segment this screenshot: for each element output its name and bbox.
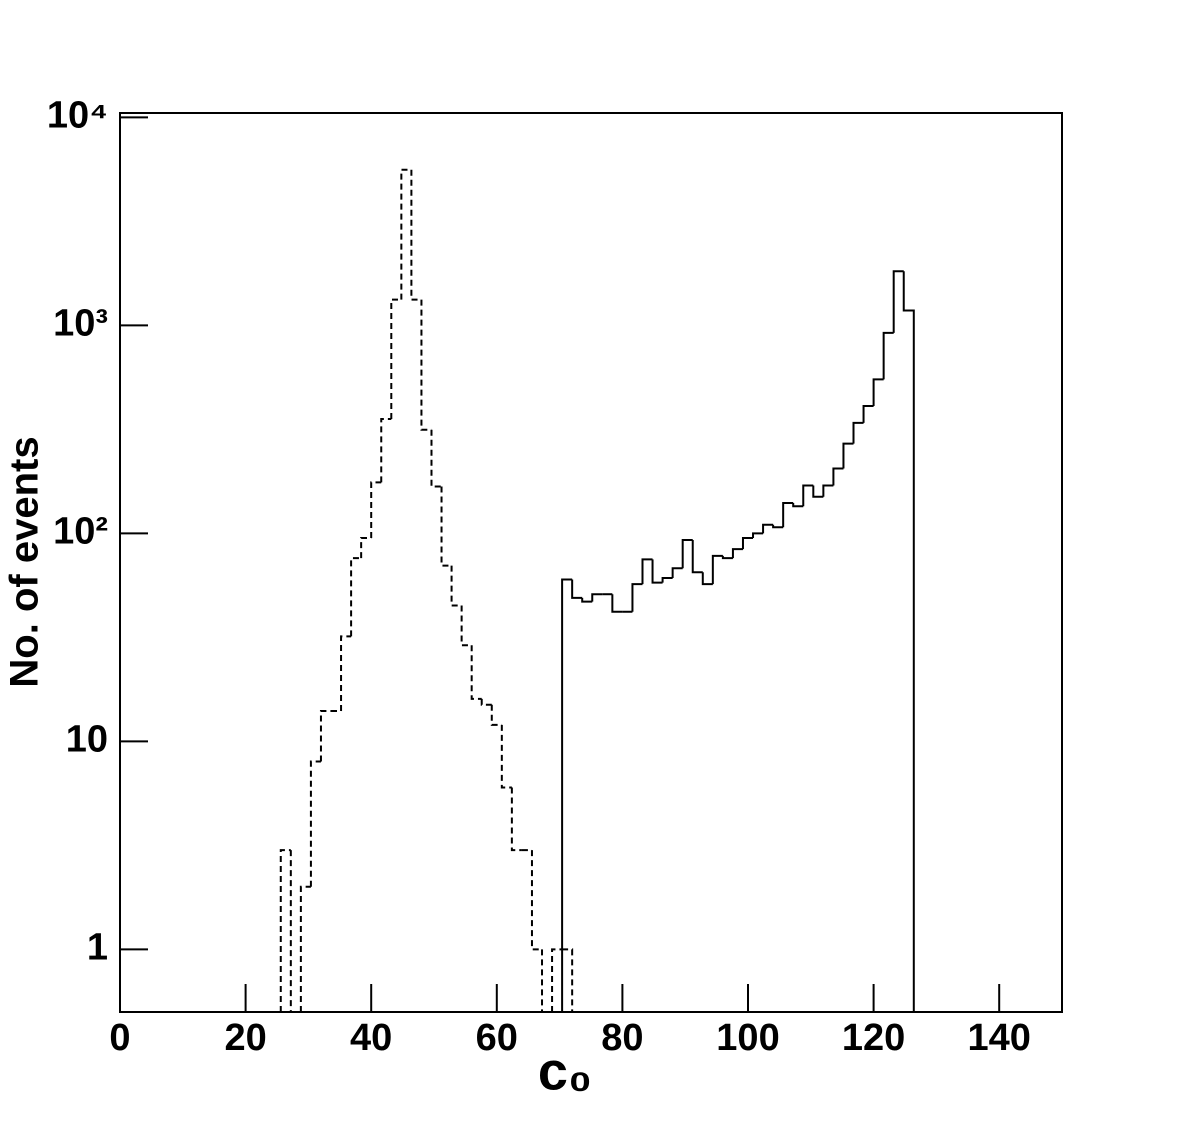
x-tick-label: 140 — [967, 1017, 1030, 1059]
histogram-bin — [782, 502, 794, 528]
histogram-bin — [651, 559, 663, 584]
histogram-bin — [410, 169, 422, 301]
histogram-bin — [279, 849, 291, 1012]
x-tick-label: 80 — [601, 1017, 643, 1059]
x-tick-label: 40 — [350, 1017, 392, 1059]
histogram-bin — [571, 579, 583, 599]
histogram-bin — [370, 481, 382, 539]
histogram-bin — [802, 484, 814, 507]
histogram-bin — [681, 538, 693, 569]
histogram-bin — [470, 645, 482, 700]
histogram-bin — [561, 578, 573, 1012]
histogram-bin — [430, 429, 442, 488]
histogram-bin — [460, 605, 472, 647]
histogram-bin — [530, 850, 543, 951]
x-tick-label: 120 — [842, 1017, 905, 1059]
histogram-bin — [661, 577, 673, 583]
histogram-bin — [852, 421, 864, 444]
histogram-bin — [500, 724, 512, 789]
histogram-bin — [420, 299, 432, 431]
histogram-bin — [691, 539, 703, 574]
histogram-bin — [832, 467, 844, 486]
histogram-bin — [872, 378, 884, 406]
histogram-bin — [581, 597, 593, 603]
x-tick-label: 20 — [224, 1017, 266, 1059]
y-tick-label: 10² — [53, 510, 108, 552]
plot-frame — [119, 112, 1063, 1013]
histogram-bin — [309, 760, 321, 887]
histogram-bin — [741, 537, 754, 550]
histogram-bin — [510, 787, 522, 852]
histogram-bin — [862, 404, 874, 423]
histogram-bin — [792, 503, 804, 508]
histogram-bin — [299, 885, 311, 1012]
histogram-bin — [772, 524, 784, 529]
y-tick-label: 10 — [66, 718, 108, 760]
histogram-bin — [731, 548, 743, 559]
histogram-bin — [812, 485, 824, 498]
histogram-bin — [490, 704, 502, 726]
histogram-bin — [289, 850, 301, 1013]
histogram-bin — [822, 484, 834, 497]
histogram-bin — [380, 417, 392, 483]
histogram-bin — [480, 698, 492, 706]
histogram-bin — [440, 486, 452, 567]
histogram-bin — [390, 298, 402, 419]
histogram-bin — [701, 572, 713, 586]
histogram-bin — [400, 168, 412, 300]
histogram-bin — [591, 593, 603, 602]
histogram-bin — [882, 331, 894, 380]
x-axis-label: c₀ — [538, 1041, 592, 1101]
histogram-bin — [892, 270, 904, 333]
histogram-bin — [902, 271, 915, 1012]
histogram-bin — [752, 532, 764, 539]
histogram-bin — [671, 567, 683, 579]
histogram-bin — [762, 523, 774, 534]
histogram-bin — [562, 948, 574, 1012]
histogram-bin — [450, 565, 462, 607]
histogram-bin — [541, 949, 553, 1013]
histogram-bin — [721, 555, 733, 560]
histogram-bin — [319, 709, 332, 762]
y-tick-label: 1 — [87, 926, 108, 968]
x-tick-label: 60 — [476, 1017, 518, 1059]
histogram-bin — [711, 554, 723, 585]
x-tick-label: 100 — [716, 1017, 779, 1059]
histogram-bin — [350, 557, 362, 637]
histogram-bin — [360, 537, 372, 559]
histogram-bin — [611, 594, 623, 613]
histogram-bin — [842, 442, 854, 469]
y-tick-label: 10³ — [53, 302, 108, 344]
y-axis-label: No. of events — [3, 436, 47, 687]
histogram-bin — [641, 558, 653, 585]
x-tick-label: 0 — [109, 1017, 130, 1059]
histogram-bin — [551, 948, 563, 1012]
histogram-bin — [340, 635, 352, 711]
histogram-bin — [631, 583, 643, 612]
y-tick-label: 10⁴ — [47, 94, 108, 136]
